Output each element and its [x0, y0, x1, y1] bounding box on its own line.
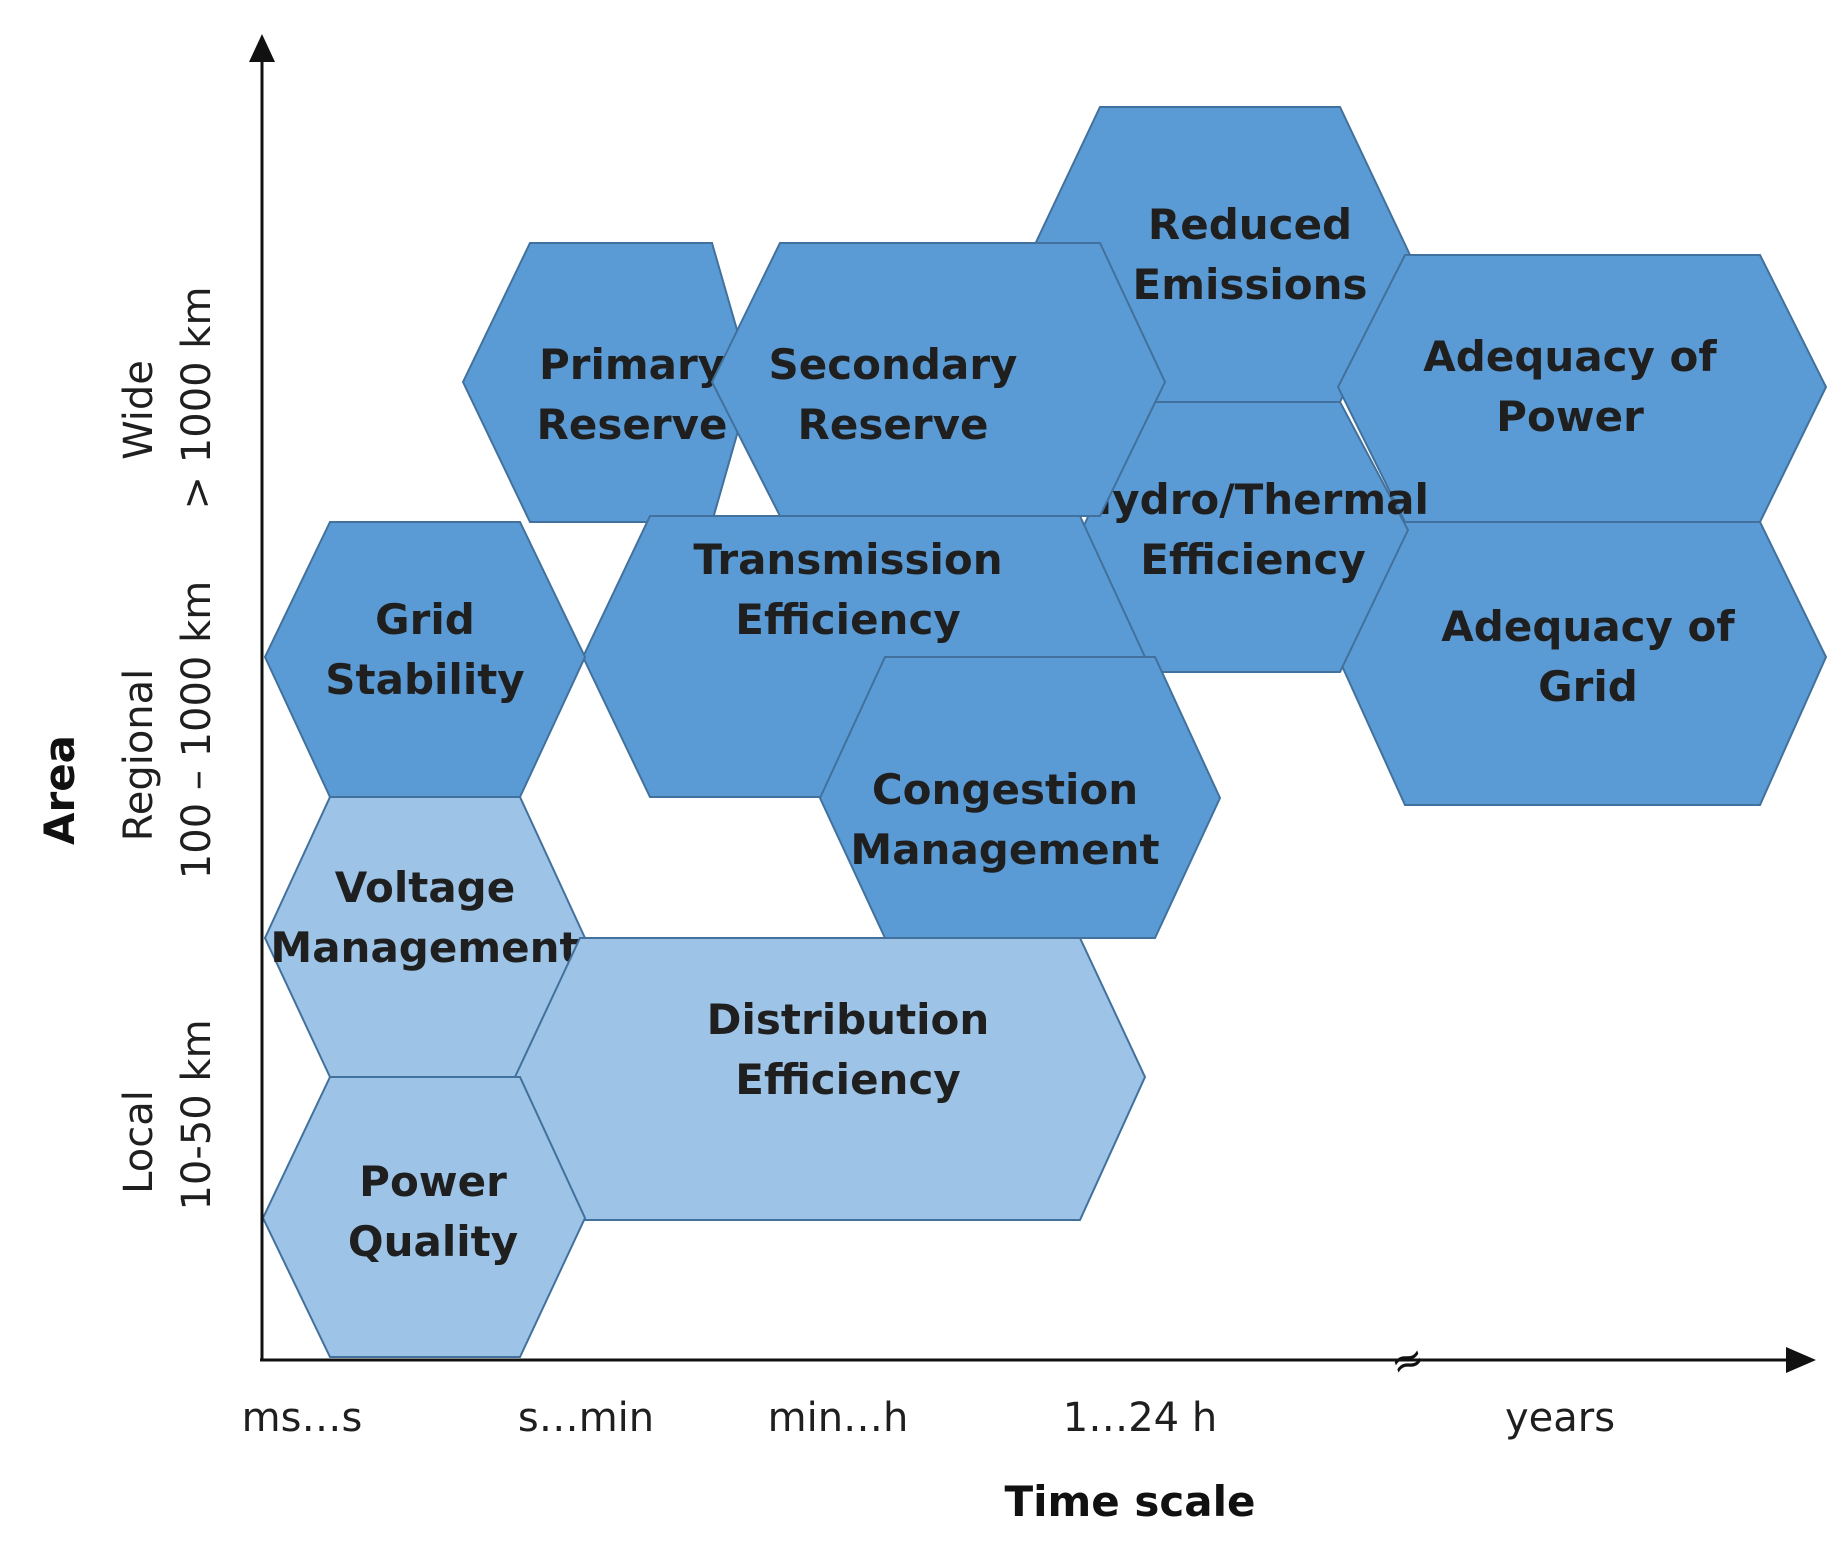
x-tick-label-min-h: min…h: [768, 1395, 909, 1441]
hexagon-label-reduced-emissions-line-2: Emissions: [1133, 260, 1368, 309]
hexagon-label-power-quality-line-2: Quality: [348, 1217, 518, 1266]
hexagon-label-transmission-efficiency-line-1: Transmission: [693, 535, 1002, 584]
area-band-labels: Wide > 1000 km Regional 100 – 1000 km Lo…: [116, 287, 220, 1211]
hexagon-adequacy-of-power: Adequacy of Power: [1336, 254, 1828, 523]
x-tick-label-s-min: s…min: [518, 1395, 654, 1441]
hexagon-shape-secondary-reserve: [710, 242, 1167, 517]
x-tick-label-years: years: [1505, 1395, 1615, 1441]
y-axis-arrowhead: [249, 34, 275, 62]
hexagon-label-secondary-reserve-line-2: Reserve: [798, 400, 989, 449]
x-axis-arrowhead: [1786, 1347, 1816, 1373]
hexagon-label-primary-reserve-line-1: Primary: [539, 340, 725, 389]
hexagon-label-distribution-efficiency-line-2: Efficiency: [735, 1055, 960, 1104]
band-local-range: 10-50 km: [174, 1019, 220, 1210]
hexagon-secondary-reserve: Secondary Reserve: [710, 242, 1167, 517]
hexagon-label-adequacy-of-grid-line-2: Grid: [1538, 662, 1638, 711]
hexagon-label-grid-stability-line-1: Grid: [375, 595, 475, 644]
hexagon-label-transmission-efficiency-line-2: Efficiency: [735, 595, 960, 644]
x-axis-title: Time scale: [1004, 1477, 1255, 1526]
hexagon-distribution-efficiency: Distribution Efficiency: [513, 937, 1147, 1221]
hexagon-adequacy-of-grid: Adequacy of Grid: [1336, 521, 1828, 806]
hexagon-label-voltage-management-line-1: Voltage: [335, 863, 515, 912]
hexagon-primary-reserve: Primary Reserve: [461, 242, 754, 523]
hexagon-power-quality: Power Quality: [261, 1076, 587, 1358]
x-tick-labels: ms…s s…min min…h 1…24 h years: [242, 1395, 1615, 1441]
hexagon-label-hydro-thermal-efficiency-line-2: Efficiency: [1140, 535, 1365, 584]
band-wide-name: Wide: [116, 360, 162, 460]
hexagon-label-primary-reserve-line-2: Reserve: [537, 400, 728, 449]
hexagon-label-reduced-emissions-line-1: Reduced: [1148, 200, 1352, 249]
hexagon-label-congestion-management-line-2: Management: [850, 825, 1159, 874]
hexagon-label-adequacy-of-power-line-2: Power: [1496, 392, 1644, 441]
hexagon-label-power-quality-line-1: Power: [359, 1157, 507, 1206]
hexagon-hydro-thermal-efficiency: Hydro/Thermal Efficiency: [1077, 401, 1429, 673]
hexagon-label-distribution-efficiency-line-1: Distribution: [707, 995, 990, 1044]
band-regional-name: Regional: [116, 669, 162, 842]
hexagon-shape-congestion-management: [818, 656, 1222, 939]
hexagon-label-congestion-management-line-1: Congestion: [872, 765, 1138, 814]
x-tick-label-1-24h: 1…24 h: [1063, 1395, 1217, 1441]
hexagon-label-grid-stability-line-2: Stability: [325, 655, 524, 704]
x-tick-label-ms-s: ms…s: [242, 1395, 363, 1441]
band-local-name: Local: [116, 1090, 162, 1194]
hexagon-voltage-management: Voltage Management: [263, 796, 587, 1078]
band-regional-range: 100 – 1000 km: [174, 581, 220, 879]
axis-break-mark: ≈: [1384, 1334, 1431, 1389]
hexagon-label-adequacy-of-grid-line-1: Adequacy of: [1441, 602, 1735, 651]
hexagon-label-hydro-thermal-efficiency-line-1: Hydro/Thermal: [1077, 475, 1429, 524]
hexagon-label-adequacy-of-power-line-1: Adequacy of: [1423, 332, 1717, 381]
hexagon-congestion-management: Congestion Management: [818, 656, 1222, 939]
hexagon-label-voltage-management-line-2: Management: [270, 923, 579, 972]
hexagon-grid-stability: Grid Stability: [263, 521, 587, 798]
y-axis-title: Area: [35, 735, 84, 845]
band-wide-range: > 1000 km: [174, 287, 220, 510]
hexagon-label-secondary-reserve-line-1: Secondary: [769, 340, 1018, 389]
